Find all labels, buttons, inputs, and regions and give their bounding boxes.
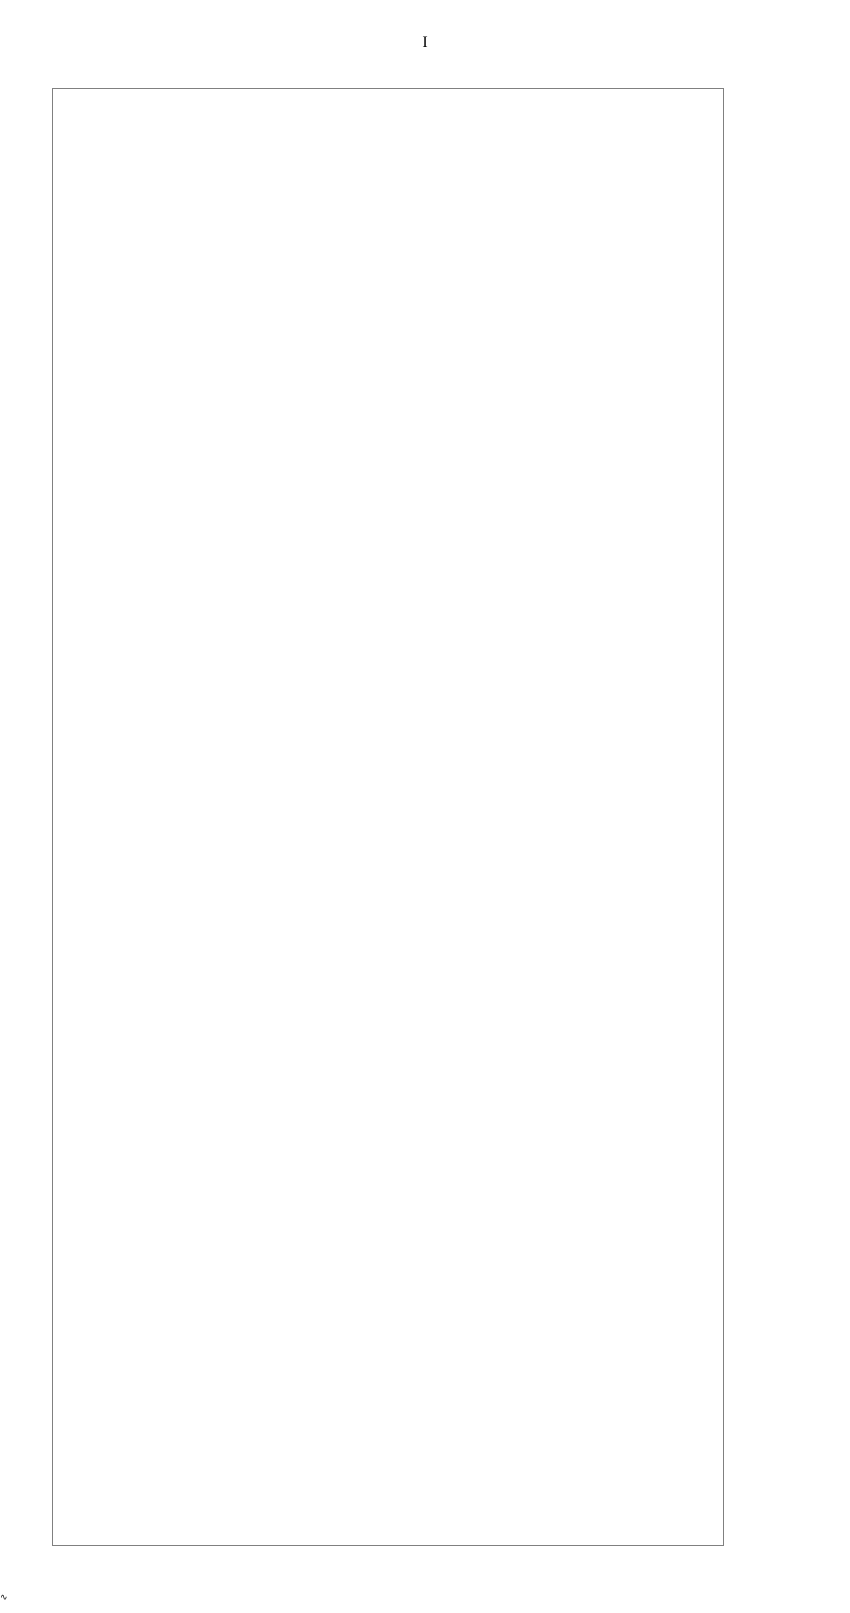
seismogram-container: I ∿ bbox=[0, 0, 850, 1613]
chart-header bbox=[0, 0, 850, 28]
scale-indicator: I bbox=[0, 28, 850, 52]
seismogram-chart bbox=[52, 88, 724, 1546]
scale-bar-icon: I bbox=[422, 34, 427, 51]
footer-prefix-icon: ∿ bbox=[0, 1593, 8, 1603]
footer-scale: ∿ bbox=[0, 1589, 8, 1605]
